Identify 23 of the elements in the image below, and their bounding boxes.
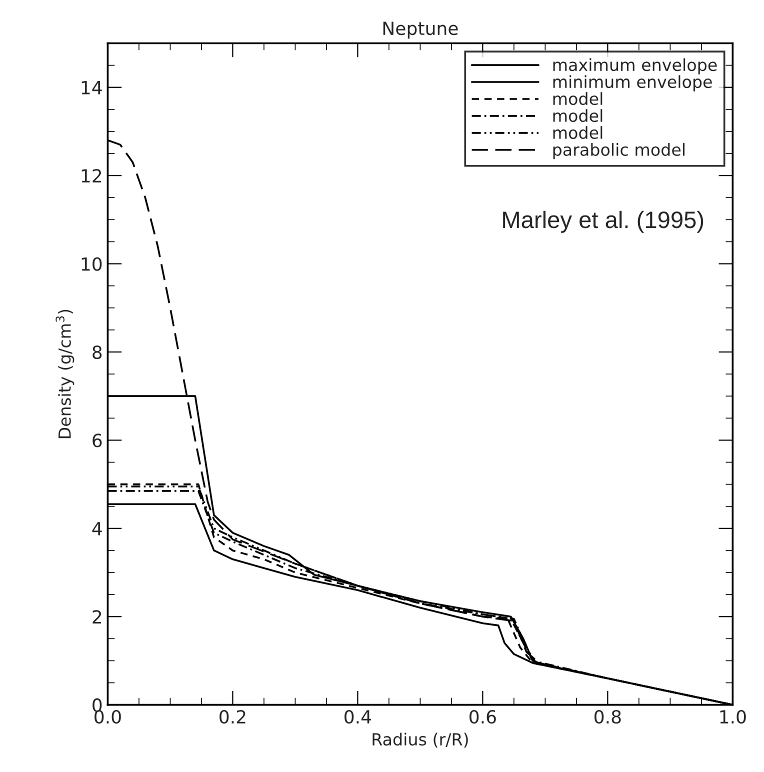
y-axis-title: Density (g/cm$^{3}$) — [56, 310, 74, 438]
y-tick-label: 10 — [82, 257, 102, 271]
y-tick-label: 4 — [92, 522, 102, 536]
x-tick-label: 1.0 — [720, 710, 746, 724]
annotation: Marley et al. (1995) — [503, 210, 704, 233]
legend-label: minimum envelope — [553, 75, 712, 92]
legend-label: model — [553, 92, 602, 106]
x-tick-label: 0.2 — [220, 710, 246, 724]
y-tick-label: 12 — [82, 169, 102, 182]
x-tick-label: 0.6 — [470, 710, 496, 724]
y-tick-label: 8 — [92, 345, 102, 360]
legend-label: model — [553, 109, 602, 122]
y-tick-label: 14 — [82, 81, 102, 94]
x-axis-title: Radius (r/R) — [372, 732, 468, 748]
x-tick-label: 0.8 — [594, 710, 621, 724]
y-tick-label: 2 — [92, 610, 102, 624]
legend-label: maximum envelope — [553, 58, 717, 74]
legend-label: model — [553, 126, 602, 139]
x-tick-label: 0.0 — [94, 710, 121, 724]
x-tick-label: 0.4 — [344, 710, 372, 724]
legend-label: parabolic model — [553, 143, 684, 160]
chart-title: Neptune — [383, 22, 458, 39]
y-tick-label: 6 — [92, 434, 102, 448]
